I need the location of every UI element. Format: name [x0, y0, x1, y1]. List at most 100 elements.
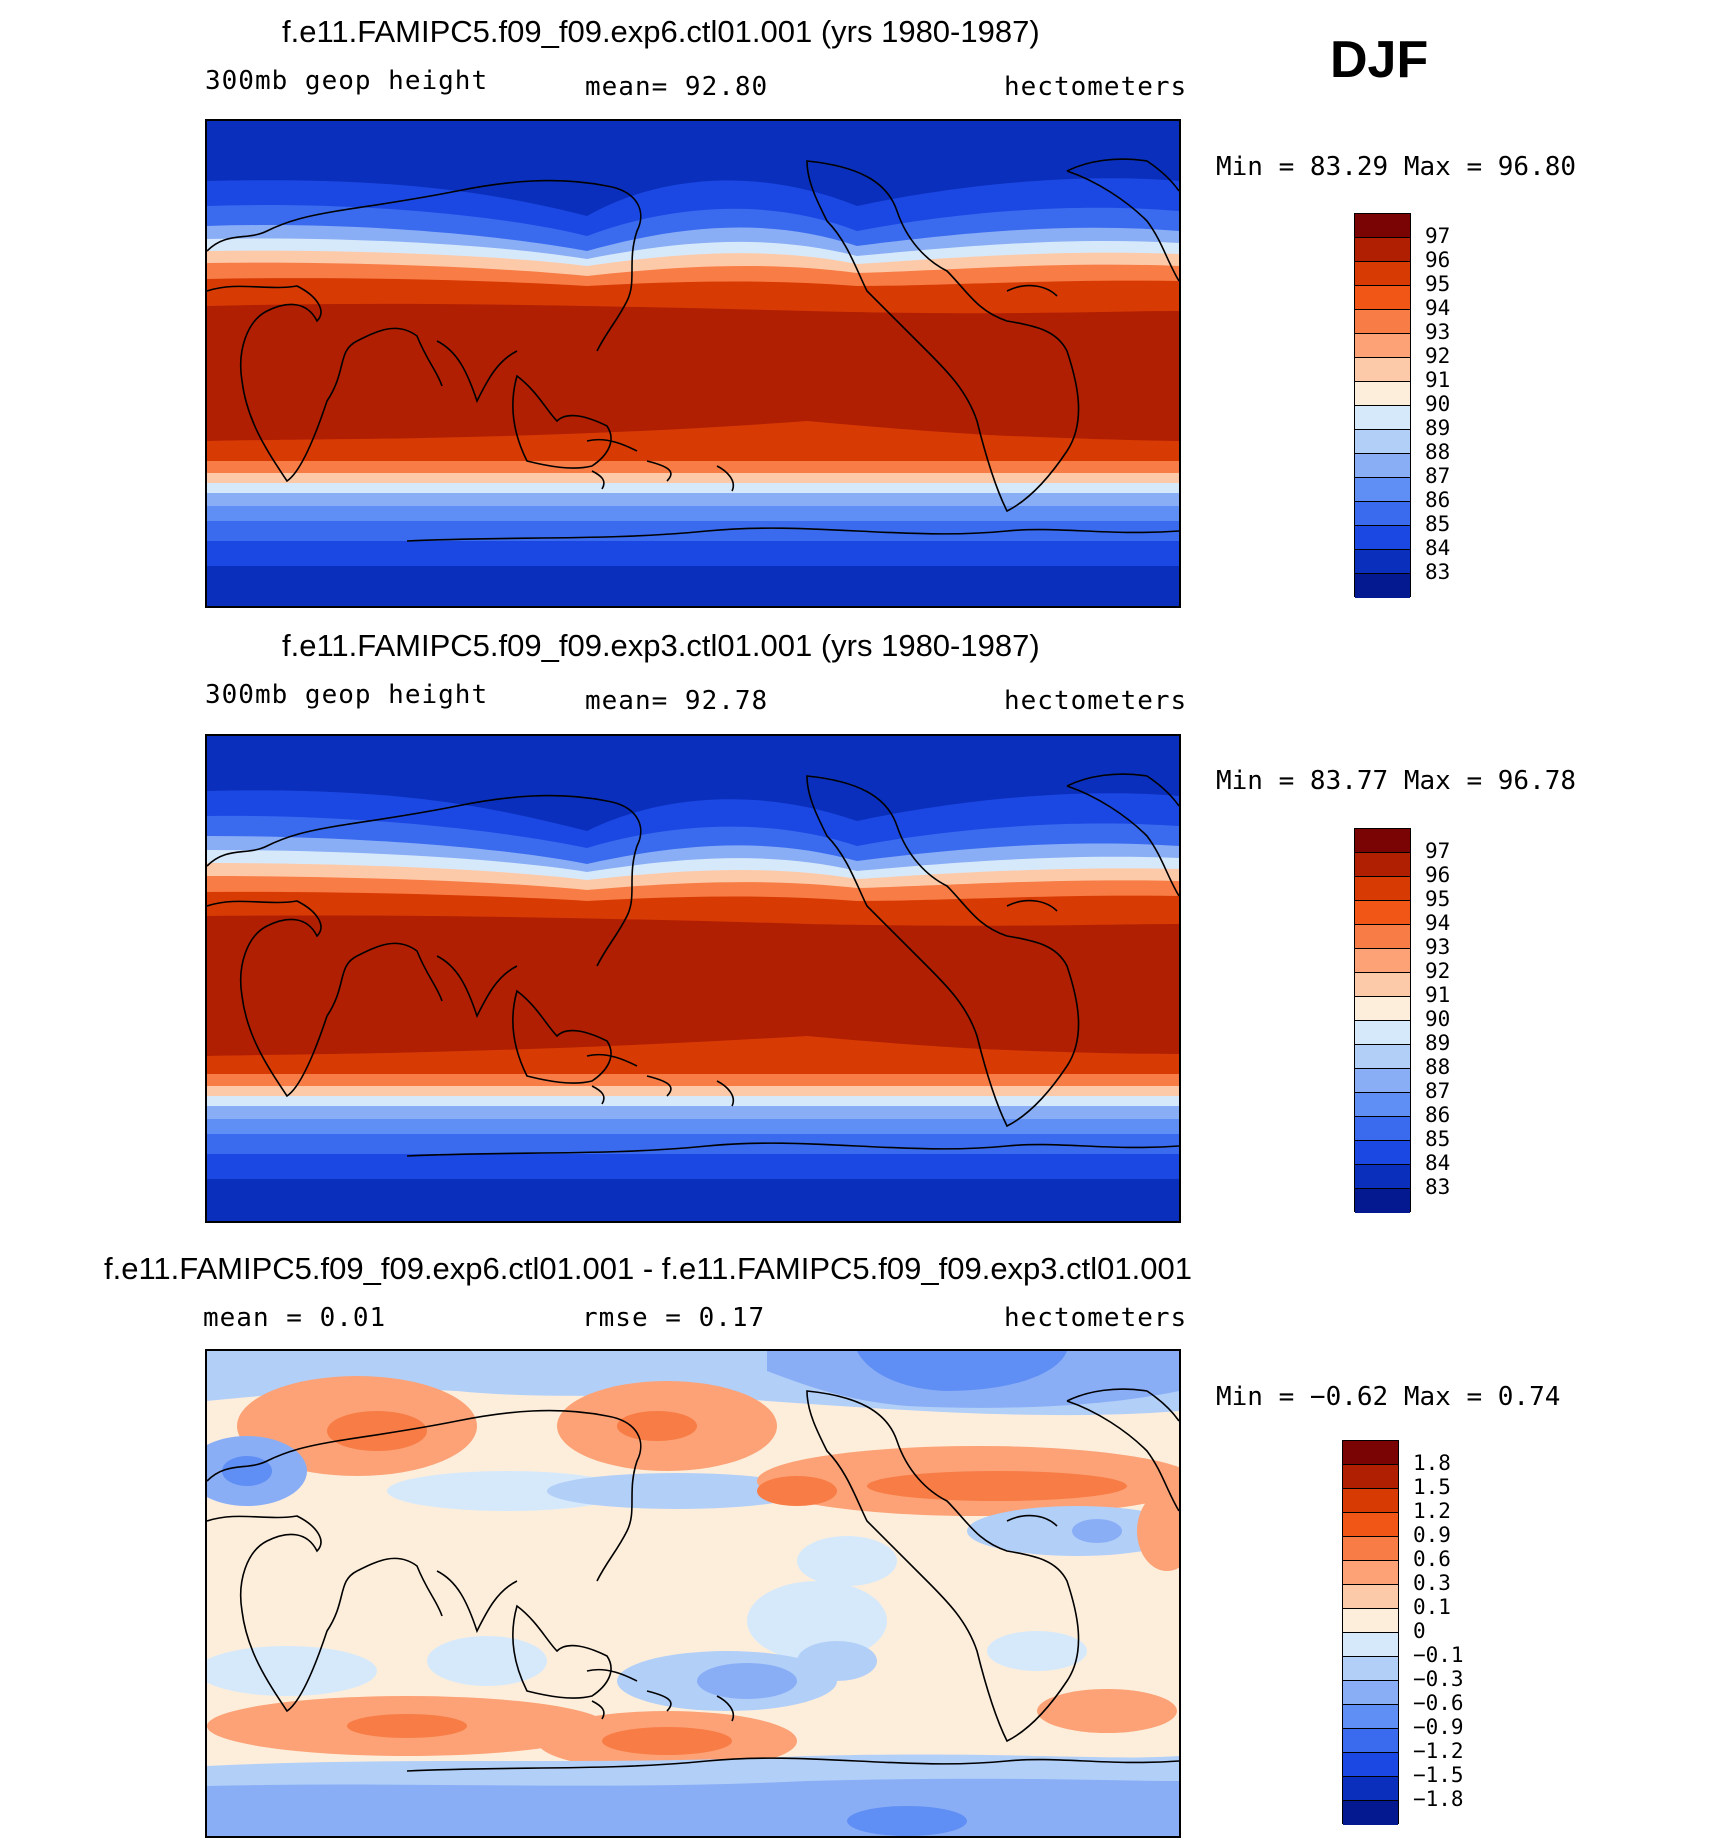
colorbar-swatch	[1355, 1141, 1410, 1165]
panel-2-colorbar	[1354, 828, 1411, 1213]
colorbar-label: 94	[1425, 911, 1451, 935]
colorbar-swatch	[1355, 358, 1410, 382]
colorbar-swatch	[1343, 1513, 1398, 1537]
panel-2-title: f.e11.FAMIPC5.f09_f09.exp3.ctl01.001 (yr…	[282, 628, 1040, 663]
colorbar-label: 84	[1425, 536, 1451, 560]
colorbar-swatch	[1355, 1165, 1410, 1189]
panel-3-title: f.e11.FAMIPC5.f09_f09.exp6.ctl01.001 - f…	[104, 1251, 1192, 1286]
colorbar-swatch	[1355, 853, 1410, 877]
colorbar-swatch	[1355, 1045, 1410, 1069]
panel-1-units: hectometers	[1004, 72, 1188, 102]
colorbar-label: −0.6	[1413, 1691, 1464, 1715]
colorbar-swatch	[1343, 1705, 1398, 1729]
colorbar-swatch	[1355, 829, 1410, 853]
panel-2-field	[207, 736, 1179, 1221]
colorbar-swatch	[1343, 1777, 1398, 1801]
colorbar-label: 96	[1425, 863, 1451, 887]
colorbar-swatch	[1355, 1069, 1410, 1093]
colorbar-label: 89	[1425, 1031, 1451, 1055]
colorbar-label: 97	[1425, 839, 1451, 863]
colorbar-label: 1.5	[1413, 1475, 1451, 1499]
colorbar-swatch	[1355, 262, 1410, 286]
colorbar-swatch	[1355, 949, 1410, 973]
panel-2-variable: 300mb geop height	[205, 680, 489, 710]
colorbar-swatch	[1355, 1117, 1410, 1141]
colorbar-label: 93	[1425, 935, 1451, 959]
colorbar-label: 0	[1413, 1619, 1426, 1643]
panel-2-map-svg	[207, 736, 1179, 1221]
colorbar-label: 1.8	[1413, 1451, 1451, 1475]
panel-1-title: f.e11.FAMIPC5.f09_f09.exp6.ctl01.001 (yr…	[282, 14, 1040, 49]
colorbar-swatch	[1355, 877, 1410, 901]
panel-1-mean: mean= 92.80	[585, 72, 769, 102]
panel-1-field	[207, 121, 1179, 606]
panel-3-mean: mean = 0.01	[203, 1303, 387, 1333]
colorbar-label: 83	[1425, 1175, 1451, 1199]
colorbar-label: −1.2	[1413, 1739, 1464, 1763]
panel-2-units: hectometers	[1004, 686, 1188, 716]
season-label: DJF	[1330, 31, 1429, 89]
panel-1-variable: 300mb geop height	[205, 66, 489, 96]
panel-2-colorbar-labels: 97 96 95 94 93 92 91 90 89 88 87 86 85 84 83	[1425, 828, 1485, 1212]
colorbar-swatch	[1343, 1801, 1398, 1825]
colorbar-label: 92	[1425, 344, 1451, 368]
panel-1-colorbar-swatches	[1355, 214, 1410, 598]
colorbar-label: 83	[1425, 560, 1451, 584]
colorbar-swatch	[1343, 1609, 1398, 1633]
panel-1-map	[205, 119, 1181, 608]
colorbar-swatch	[1355, 925, 1410, 949]
colorbar-label: 87	[1425, 464, 1451, 488]
colorbar-label: −1.5	[1413, 1763, 1464, 1787]
panel-3-units: hectometers	[1004, 1303, 1188, 1333]
colorbar-label: 96	[1425, 248, 1451, 272]
panel-1-map-svg	[207, 121, 1179, 606]
colorbar-swatch	[1343, 1489, 1398, 1513]
colorbar-label: 88	[1425, 1055, 1451, 1079]
panel-1-coastlines	[207, 158, 1179, 542]
colorbar-swatch	[1355, 214, 1410, 238]
panel-3-colorbar-swatches	[1343, 1441, 1398, 1825]
colorbar-label: −0.1	[1413, 1643, 1464, 1667]
colorbar-label: 88	[1425, 440, 1451, 464]
colorbar-swatch	[1355, 334, 1410, 358]
colorbar-swatch	[1355, 238, 1410, 262]
panel-3-map-svg	[207, 1351, 1179, 1836]
colorbar-label: 86	[1425, 488, 1451, 512]
panel-2-map	[205, 734, 1181, 1223]
colorbar-swatch	[1343, 1657, 1398, 1681]
panel-3-minmax: Min = −0.62 Max = 0.74	[1216, 1382, 1561, 1412]
colorbar-label: 92	[1425, 959, 1451, 983]
colorbar-label: −0.3	[1413, 1667, 1464, 1691]
colorbar-label: 90	[1425, 392, 1451, 416]
colorbar-label: 93	[1425, 320, 1451, 344]
colorbar-swatch	[1343, 1681, 1398, 1705]
colorbar-label: 85	[1425, 512, 1451, 536]
panel-2-minmax: Min = 83.77 Max = 96.78	[1216, 766, 1577, 796]
panel-1-colorbar	[1354, 213, 1411, 598]
colorbar-label: 95	[1425, 272, 1451, 296]
panel-3-coastlines	[207, 1388, 1179, 1772]
colorbar-label: −1.8	[1413, 1787, 1464, 1811]
colorbar-label: 0.3	[1413, 1571, 1451, 1595]
panel-2-coastlines	[207, 773, 1179, 1157]
colorbar-label: 86	[1425, 1103, 1451, 1127]
panel-3-map	[205, 1349, 1181, 1838]
colorbar-label: 1.2	[1413, 1499, 1451, 1523]
colorbar-swatch	[1355, 574, 1410, 598]
colorbar-swatch	[1343, 1441, 1398, 1465]
colorbar-swatch	[1343, 1729, 1398, 1753]
colorbar-swatch	[1355, 382, 1410, 406]
colorbar-label: 0.9	[1413, 1523, 1451, 1547]
panel-2-colorbar-swatches	[1355, 829, 1410, 1213]
panel-2-mean: mean= 92.78	[585, 686, 769, 716]
panel-1-colorbar-labels: 97 96 95 94 93 92 91 90 89 88 87 86 85 84 83	[1425, 213, 1485, 597]
panel-3-field	[207, 1351, 1179, 1836]
colorbar-swatch	[1355, 406, 1410, 430]
colorbar-label: 95	[1425, 887, 1451, 911]
colorbar-label: 90	[1425, 1007, 1451, 1031]
colorbar-swatch	[1355, 454, 1410, 478]
colorbar-swatch	[1355, 286, 1410, 310]
colorbar-label: 91	[1425, 983, 1451, 1007]
colorbar-label: 97	[1425, 224, 1451, 248]
colorbar-swatch	[1355, 430, 1410, 454]
